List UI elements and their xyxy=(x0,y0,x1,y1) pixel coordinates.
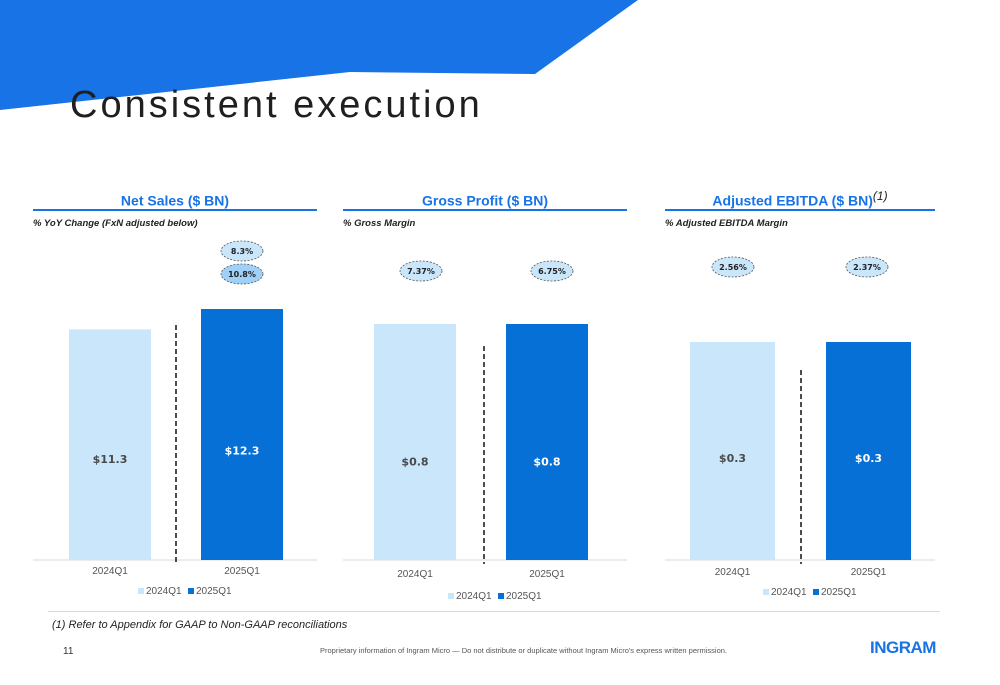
annotation-label: 7.37% xyxy=(407,267,435,276)
bar-2024q1 xyxy=(69,329,151,560)
category-tick-label: 2024Q1 xyxy=(715,567,751,578)
annotation-label: 2.56% xyxy=(719,263,747,272)
corner-decoration xyxy=(0,0,638,110)
annotation-bubble xyxy=(399,260,443,282)
category-tick-label: 2025Q1 xyxy=(851,567,887,578)
annotation-bubble xyxy=(220,240,264,262)
bar-value-label: $0.8 xyxy=(401,456,428,469)
net-sales-title: Net Sales ($ BN) xyxy=(120,192,230,209)
bar-value-label: $0.3 xyxy=(719,452,746,465)
category-tick-label: 2025Q1 xyxy=(224,566,260,577)
category-tick-label: 2025Q1 xyxy=(529,569,565,580)
bar-2025q1 xyxy=(201,309,283,560)
legend-swatch-2025q1 xyxy=(498,593,504,599)
legend-swatch-2024q1 xyxy=(138,588,144,594)
legend-swatch-2025q1 xyxy=(813,589,819,595)
bar-2025q1 xyxy=(826,342,911,560)
legend-label: 2025Q1 xyxy=(506,591,542,602)
gross-profit-chart: $0.8 2024Q1 $0.8 2025Q1 7.37% 6.75% 2024Q1 2025… xyxy=(343,260,627,602)
legend-swatch-2024q1 xyxy=(763,589,769,595)
page-number: 11 xyxy=(63,646,74,657)
annotation-bubble xyxy=(711,256,755,278)
net-sales-panel: Net Sales ($ BN) % YoY Change (FxN adjus… xyxy=(33,185,317,605)
footnote: (1) Refer to Appendix for GAAP to Non-GA… xyxy=(52,619,348,631)
annotation-label: 10.8% xyxy=(228,270,256,279)
gross-profit-panel: Gross Profit ($ BN) % Gross Margin $0.8 2… xyxy=(343,185,627,605)
annotation-bubble xyxy=(530,260,574,282)
annotation-label: 8.3% xyxy=(231,247,253,256)
legend-label: 2025Q1 xyxy=(821,587,857,598)
bar-value-label: $11.3 xyxy=(93,453,128,466)
category-tick-label: 2024Q1 xyxy=(397,569,433,580)
footer-divider xyxy=(48,611,940,612)
adjusted-ebitda-chart: $0.3 2024Q1 $0.3 2025Q1 2.56% 2.37% 2024Q1 2025… xyxy=(665,256,935,598)
gross-profit-title-rule xyxy=(343,209,627,211)
page-title: Consistent execution xyxy=(70,84,483,126)
bar-value-label: $12.3 xyxy=(225,445,260,458)
net-sales-title-rule xyxy=(33,209,317,211)
legend-label: 2024Q1 xyxy=(771,587,807,598)
adjusted-ebitda-panel: Adjusted EBITDA ($ BN)(1) % Adjusted EBI… xyxy=(665,185,935,605)
legend-swatch-2024q1 xyxy=(448,593,454,599)
adjusted-ebitda-title: Adjusted EBITDA ($ BN)(1) xyxy=(712,189,888,209)
legend-swatch-2025q1 xyxy=(188,588,194,594)
bar-2025q1 xyxy=(506,324,588,560)
category-tick-label: 2024Q1 xyxy=(92,566,128,577)
gross-profit-subtitle: % Gross Margin xyxy=(343,218,416,229)
logo-lettering: INGRAM xyxy=(870,638,936,657)
annotation-label: 2.37% xyxy=(853,263,881,272)
adjusted-ebitda-title-rule xyxy=(665,209,935,211)
ingram-logo: INGRAM xyxy=(870,638,937,657)
bar-2024q1 xyxy=(374,324,456,560)
gross-profit-title: Gross Profit ($ BN) xyxy=(421,192,548,209)
annotation-bubble xyxy=(845,256,889,278)
legal-notice: Proprietary information of Ingram Micro … xyxy=(320,646,728,655)
legend-label: 2024Q1 xyxy=(146,586,182,597)
annotation-bubble xyxy=(220,263,264,285)
net-sales-subtitle: % YoY Change (FxN adjusted below) xyxy=(33,218,198,229)
annotation-label: 6.75% xyxy=(538,267,566,276)
net-sales-chart: $11.3 2024Q1 $12.3 2025Q1 8.3% 10.8% 2024Q1 202… xyxy=(33,240,317,597)
bar-2024q1 xyxy=(690,342,775,560)
bar-value-label: $0.8 xyxy=(533,456,560,469)
legend-label: 2025Q1 xyxy=(196,586,232,597)
adjusted-ebitda-subtitle: % Adjusted EBITDA Margin xyxy=(665,218,788,229)
bar-value-label: $0.3 xyxy=(855,452,882,465)
legend-label: 2024Q1 xyxy=(456,591,492,602)
